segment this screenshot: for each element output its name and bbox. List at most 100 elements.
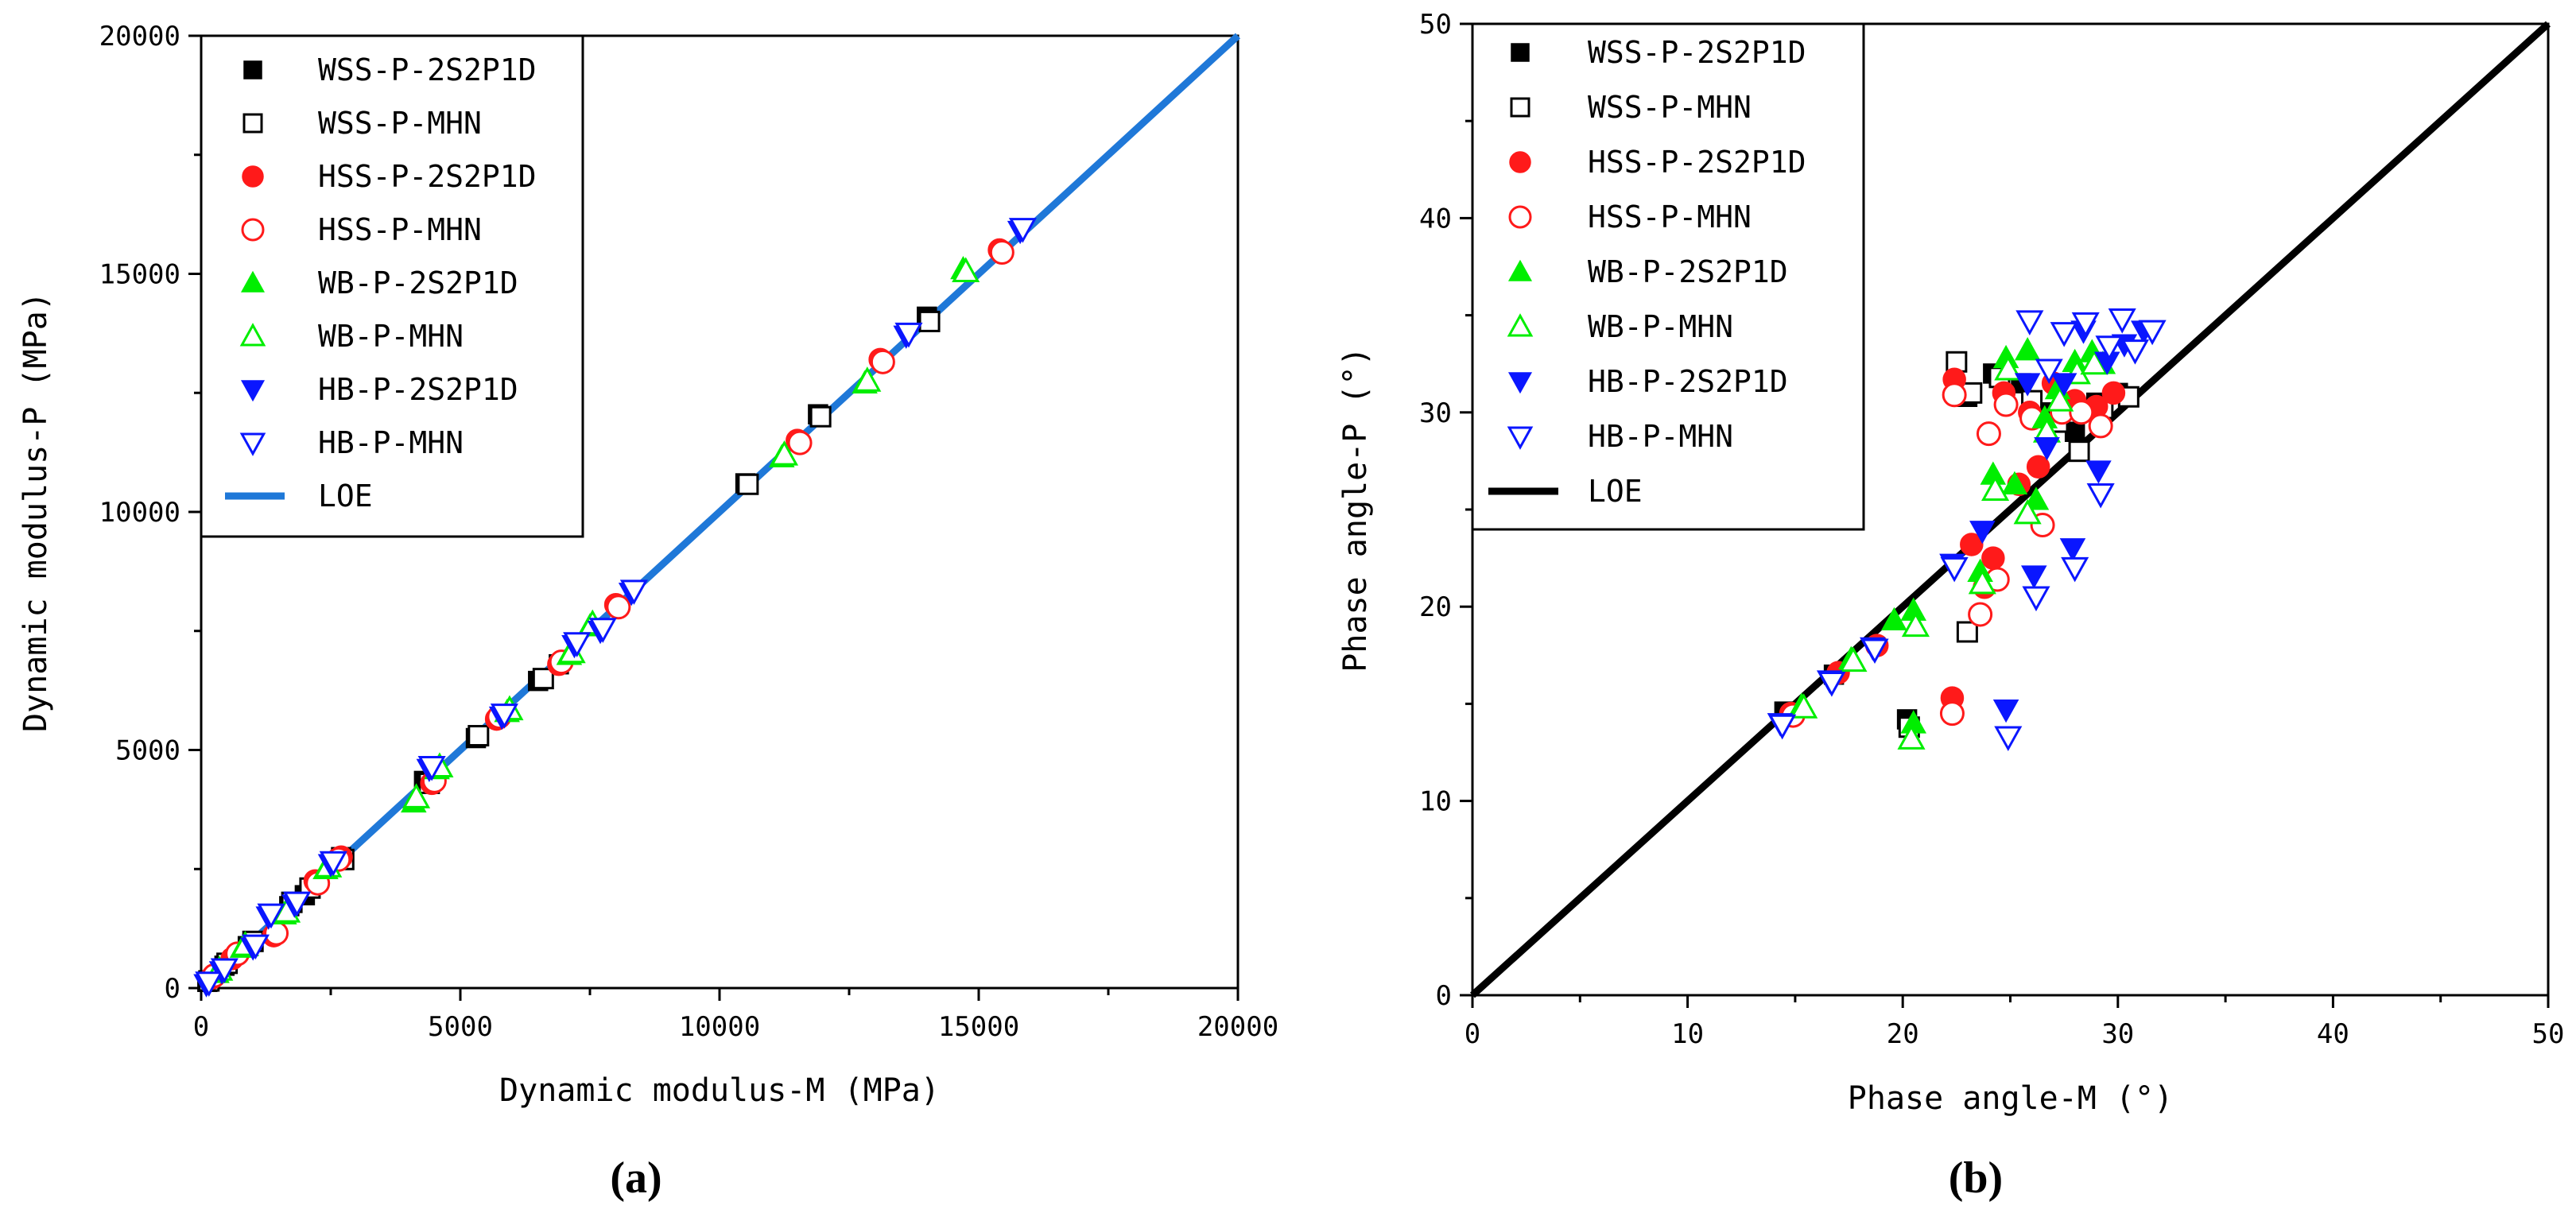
legend-marker — [1507, 372, 1533, 394]
x-tick-label-a: 5000 — [428, 1011, 493, 1043]
data-point — [2050, 322, 2078, 347]
legend-label: HB-P-MHN — [1588, 419, 1733, 454]
data-point — [402, 783, 431, 808]
data-point — [241, 934, 270, 960]
legend-marker — [242, 165, 264, 188]
data-point — [532, 668, 554, 690]
legend-label: WSS-P-2S2P1D — [1588, 35, 1806, 70]
data-point — [1960, 533, 1984, 556]
data-point — [2068, 440, 2090, 463]
data-point — [1839, 646, 1868, 672]
data-point — [2120, 339, 2149, 365]
data-point — [989, 240, 1014, 265]
legend-label: HSS-P-2S2P1D — [318, 159, 537, 194]
data-point — [1976, 421, 2001, 447]
series-wb-p-mhn — [1790, 349, 2109, 750]
data-point — [2026, 455, 2050, 479]
legend-marker — [1508, 205, 1532, 229]
data-point — [853, 366, 882, 392]
data-point — [894, 322, 923, 348]
legend-box-a — [200, 34, 584, 538]
x-tick-label-b: 20 — [1887, 1018, 1919, 1050]
legend-label: HB-P-2S2P1D — [318, 372, 518, 407]
data-point — [809, 405, 832, 428]
data-point — [1901, 611, 1930, 638]
loe-line-a — [198, 33, 1241, 991]
legend-label: HB-P-2S2P1D — [1588, 364, 1788, 399]
data-point — [563, 632, 592, 657]
data-point — [1981, 475, 2010, 502]
legend-label: HSS-P-MHN — [1588, 200, 1752, 234]
y-tick-label-b: 40 — [1419, 203, 1452, 234]
legend-marker — [239, 323, 266, 347]
data-point — [1860, 638, 1889, 665]
data-point — [2080, 349, 2109, 375]
panel-label-b: (b) — [1949, 1153, 2003, 1203]
data-point — [1993, 392, 2019, 417]
data-point — [588, 618, 617, 643]
legend-label: WSS-P-MHN — [1588, 90, 1752, 125]
x-axis-label-b: Phase angle-M (°) — [1848, 1080, 2173, 1117]
y-tick-label-b: 0 — [1436, 980, 1452, 1012]
y-tick-label-a: 15000 — [99, 259, 180, 291]
chart-b: (b) Phase angle-M (°) Phase angle-P (°) … — [1337, 9, 2564, 1203]
data-point — [1968, 568, 1996, 595]
x-axis-label-a: Dynamic modulus-M (MPa) — [499, 1072, 940, 1109]
legend-label: WB-P-MHN — [318, 319, 464, 354]
data-point — [2014, 373, 2041, 397]
legend-label: WSS-P-2S2P1D — [318, 52, 537, 87]
data-point — [2095, 335, 2124, 361]
data-point — [2015, 310, 2044, 336]
data-point — [2022, 586, 2050, 612]
data-point — [2061, 556, 2089, 583]
legend-box-b — [1471, 22, 1865, 531]
data-point — [1969, 521, 1996, 545]
y-axis-label-a: Dynamic modulus-P (MPa) — [17, 292, 54, 732]
y-tick-label-b: 10 — [1419, 786, 1452, 818]
x-tick-label-b: 40 — [2317, 1018, 2349, 1050]
data-point — [1881, 607, 1907, 631]
legend-marker — [240, 380, 266, 402]
data-point — [2046, 386, 2074, 412]
data-point — [2108, 308, 2136, 334]
legend-label: HSS-P-MHN — [318, 212, 482, 247]
data-point — [1981, 546, 2005, 570]
data-point — [870, 349, 895, 374]
chart-a: (a) Dynamic modulus-M (MPa) Dynamic modu… — [17, 21, 1278, 1203]
x-tick-label-a: 10000 — [679, 1011, 760, 1043]
data-point — [1968, 602, 1993, 627]
data-point — [770, 440, 799, 466]
x-tick-label-a: 20000 — [1197, 1011, 1278, 1043]
legend-label: HSS-P-2S2P1D — [1588, 145, 1806, 180]
data-point — [2071, 312, 2100, 338]
legend-marker — [240, 270, 266, 293]
legend-marker — [1510, 97, 1530, 118]
data-point — [606, 595, 631, 620]
legend-marker — [241, 218, 265, 242]
x-tick-label-b: 50 — [2532, 1018, 2565, 1050]
legend-label: WB-P-2S2P1D — [318, 265, 518, 300]
data-point — [1768, 714, 1797, 740]
y-tick-label-b: 50 — [1419, 9, 1452, 41]
data-point — [1790, 693, 1818, 719]
data-point — [210, 958, 239, 984]
data-point — [1008, 218, 1037, 243]
data-point — [2013, 498, 2042, 525]
y-tick-label-b: 30 — [1419, 397, 1452, 429]
x-tick-label-b: 30 — [2101, 1018, 2134, 1050]
data-point — [2035, 359, 2063, 385]
data-point — [2001, 471, 2028, 494]
data-point — [2020, 565, 2047, 589]
data-point — [1818, 672, 1846, 697]
legend-marker — [1507, 426, 1534, 450]
y-tick-label-b: 20 — [1419, 591, 1452, 623]
data-point — [787, 430, 813, 455]
legend-marker — [1507, 259, 1533, 281]
data-point — [619, 579, 648, 605]
data-point — [918, 310, 941, 332]
y-axis-label-b: Phase angle-P (°) — [1337, 347, 1374, 672]
series-hb-p-mhn — [1768, 308, 2167, 752]
data-point — [490, 703, 518, 729]
data-point — [257, 903, 285, 929]
